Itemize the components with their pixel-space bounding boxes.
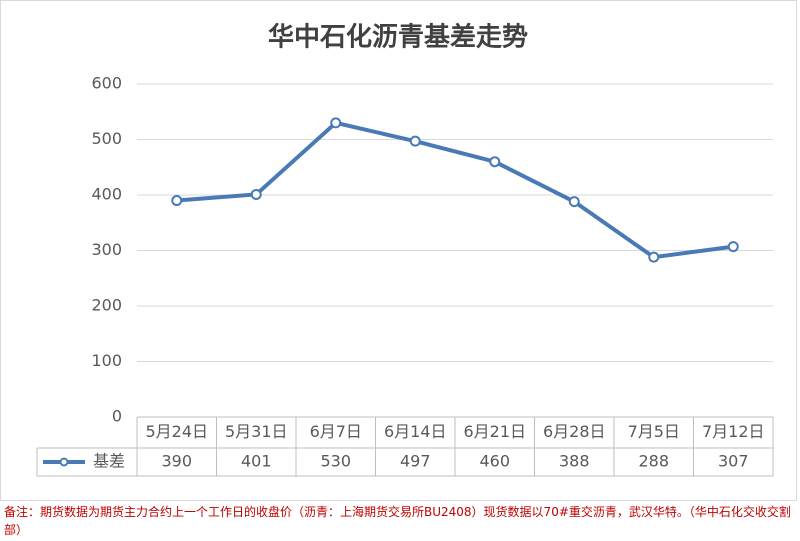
y-tick-label: 400: [91, 185, 122, 204]
table-value: 390: [161, 452, 192, 471]
x-tick-label: 5月24日: [145, 422, 208, 441]
chart-title: 华中石化沥青基差走势: [268, 22, 528, 53]
data-point: [489, 156, 501, 168]
legend-label: 基差: [93, 452, 125, 471]
data-point: [330, 117, 342, 129]
y-tick-label: 200: [91, 296, 122, 315]
table-value: 401: [241, 452, 272, 471]
table-value: 530: [320, 452, 351, 471]
data-point: [648, 251, 660, 263]
x-tick-label: 5月31日: [225, 422, 288, 441]
table-value: 460: [479, 452, 510, 471]
table-value: 497: [400, 452, 431, 471]
y-tick-label: 100: [91, 351, 122, 370]
y-tick-label: 300: [91, 240, 122, 259]
data-point: [568, 196, 580, 208]
x-tick-label: 6月7日: [310, 422, 362, 441]
table-value: 307: [718, 452, 749, 471]
x-tick-label: 7月12日: [702, 422, 765, 441]
y-tick-label: 0: [112, 407, 122, 426]
data-point: [250, 188, 262, 200]
data-point: [727, 241, 739, 253]
y-tick-label: 600: [91, 74, 122, 93]
legend-marker: [59, 457, 69, 467]
table-value: 388: [559, 452, 590, 471]
table-value: 288: [638, 452, 669, 471]
data-line: [176, 120, 734, 260]
data-point: [409, 135, 421, 147]
x-tick-label: 6月28日: [543, 422, 606, 441]
data-point: [171, 195, 183, 207]
y-tick-label: 500: [91, 129, 122, 148]
footnote: 备注：期货数据为期货主力合约上一个工作日的收盘价（沥青：上海期货交易所BU240…: [4, 505, 791, 537]
chart: 华中石化沥青基差走势 0 100 200 300 400 500 600 5月24日 5月31日…: [0, 0, 797, 501]
x-tick-label: 6月14日: [384, 422, 447, 441]
x-tick-label: 7月5日: [628, 422, 680, 441]
x-tick-label: 6月21日: [463, 422, 526, 441]
